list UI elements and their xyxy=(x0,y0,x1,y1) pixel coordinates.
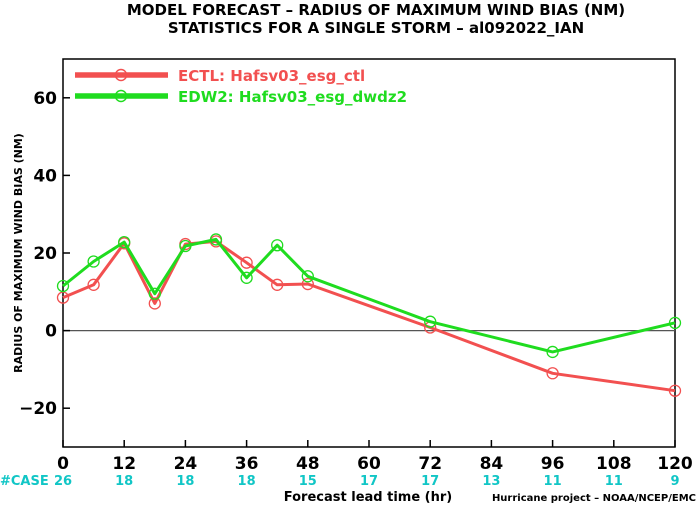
y-tick-label: 40 xyxy=(33,166,57,186)
y-tick-label: −20 xyxy=(19,399,57,419)
data-point-ectl xyxy=(240,256,253,269)
data-point-edw2 xyxy=(546,345,559,359)
series-line-edw2 xyxy=(62,237,676,354)
case-count: 18 xyxy=(115,474,133,489)
y-axis: −20 0 20 40 60 xyxy=(19,89,70,419)
y-axis-label: RADIUS OF MAXIMUM WIND BIAS (NM) xyxy=(12,133,25,373)
y-tick-label: 0 xyxy=(45,322,57,342)
case-count: 11 xyxy=(605,474,623,489)
case-count: 17 xyxy=(360,474,378,489)
chart-title: MODEL FORECAST – RADIUS OF MAXIMUM WIND … xyxy=(127,1,625,19)
data-point-ectl xyxy=(271,278,284,291)
x-tick-label: 0 xyxy=(57,454,69,474)
x-axis: 0261218241836184815601772178413961110811… xyxy=(54,440,693,489)
case-count: 26 xyxy=(54,474,72,489)
credit-text: Hurricane project – NOAA/NCEP/EMC xyxy=(492,493,696,504)
legend-marker-ectl xyxy=(114,68,128,82)
data-point-edw2 xyxy=(56,279,70,293)
series-line-ectl xyxy=(62,239,676,393)
data-point-edw2 xyxy=(148,287,161,300)
case-label: #CASE xyxy=(0,474,49,489)
data-point-ectl xyxy=(301,277,314,291)
x-tick-label: 36 xyxy=(235,454,259,474)
data-point-edw2 xyxy=(118,235,131,249)
x-tick-label: 96 xyxy=(541,454,565,474)
data-point-ectl xyxy=(148,297,161,310)
data-point-edw2 xyxy=(87,255,100,268)
x-axis-label: Forecast lead time (hr) xyxy=(284,490,452,505)
data-point-ectl xyxy=(87,278,100,291)
plot-frame xyxy=(62,58,676,448)
plot-area xyxy=(62,58,676,448)
data-point-ectl xyxy=(546,367,559,380)
case-count: 15 xyxy=(299,474,317,489)
data-point-edw2 xyxy=(424,315,437,328)
legend-label-edw2: EDW2: Hafsv03_esg_dwdz2 xyxy=(178,88,407,106)
x-tick-label: 84 xyxy=(480,454,504,474)
y-tick-label: 20 xyxy=(33,244,57,264)
y-tick-label: 60 xyxy=(33,89,57,109)
case-count: 11 xyxy=(544,474,562,489)
series-layer xyxy=(56,233,682,397)
x-tick-label: 120 xyxy=(657,454,693,474)
x-tick-label: 12 xyxy=(112,454,136,474)
case-count: 17 xyxy=(421,474,439,489)
data-point-edw2 xyxy=(240,271,253,284)
case-count: 9 xyxy=(670,474,679,489)
data-point-ectl xyxy=(668,384,682,397)
data-point-edw2 xyxy=(179,239,192,253)
x-tick-label: 60 xyxy=(357,454,381,474)
legend-label-ectl: ECTL: Hafsv03_esg_ctl xyxy=(178,67,365,85)
data-point-edw2 xyxy=(209,233,223,246)
case-count: 18 xyxy=(238,474,256,489)
x-tick-label: 48 xyxy=(296,454,320,474)
case-count: 18 xyxy=(176,474,194,489)
data-point-edw2 xyxy=(301,270,314,283)
case-count: 13 xyxy=(482,474,500,489)
data-point-edw2 xyxy=(668,316,682,329)
data-point-edw2 xyxy=(271,239,284,252)
x-tick-label: 72 xyxy=(418,454,442,474)
legend: ECTL: Hafsv03_esg_ctl EDW2: Hafsv03_esg_… xyxy=(75,67,407,106)
x-tick-label: 108 xyxy=(596,454,632,474)
x-tick-label: 24 xyxy=(174,454,198,474)
chart-subtitle: STATISTICS FOR A SINGLE STORM – al092022… xyxy=(168,19,584,37)
legend-marker-edw2 xyxy=(114,89,128,103)
